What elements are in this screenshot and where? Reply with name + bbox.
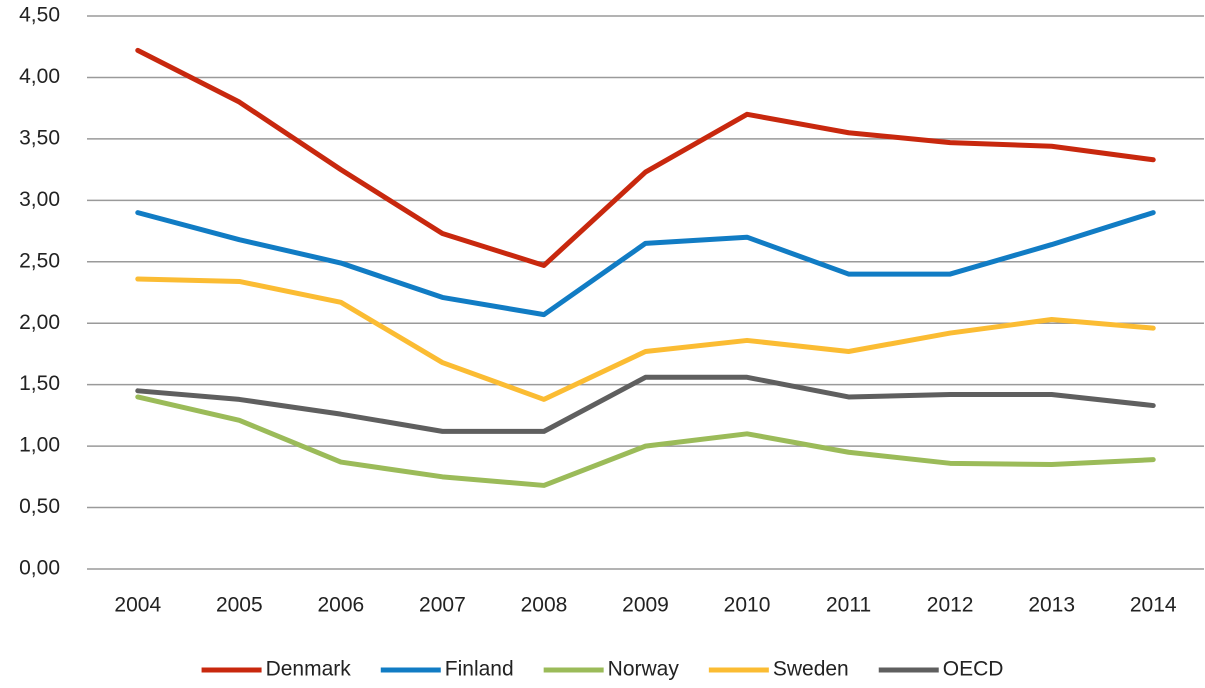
x-tick-label: 2009 <box>622 594 669 617</box>
y-tick-label: 1,50 <box>19 372 60 395</box>
x-tick-label: 2004 <box>114 594 161 617</box>
line-series <box>135 276 1156 402</box>
x-tick-label: 2008 <box>521 594 568 617</box>
y-tick-label: 3,50 <box>19 126 60 149</box>
y-tick-label: 2,50 <box>19 249 60 272</box>
y-tick-label: 4,00 <box>19 65 60 88</box>
x-tick-label: 2011 <box>826 594 871 617</box>
line-series <box>135 47 1156 268</box>
legend-label: Denmark <box>266 658 352 681</box>
x-tick-label: 2010 <box>724 594 771 617</box>
x-tick-label: 2005 <box>216 594 263 617</box>
legend-label: Finland <box>445 658 514 681</box>
x-tick-label: 2012 <box>927 594 974 617</box>
y-tick-label: 1,00 <box>19 434 60 457</box>
line-series <box>135 210 1156 318</box>
x-tick-label: 2007 <box>419 594 466 617</box>
y-tick-label: 4,50 <box>19 4 60 27</box>
legend-label: Sweden <box>773 658 849 681</box>
y-tick-label: 0,50 <box>19 495 60 518</box>
y-tick-label: 2,00 <box>19 311 60 334</box>
line-series <box>135 374 1156 434</box>
line-series <box>135 394 1156 488</box>
legend-label: Norway <box>608 658 680 681</box>
x-tick-label: 2013 <box>1028 594 1075 617</box>
y-tick-label: 0,00 <box>19 557 60 580</box>
x-tick-label: 2006 <box>318 594 365 617</box>
legend-label: OECD <box>943 658 1004 681</box>
x-tick-label: 2014 <box>1130 594 1177 617</box>
y-tick-label: 3,00 <box>19 188 60 211</box>
